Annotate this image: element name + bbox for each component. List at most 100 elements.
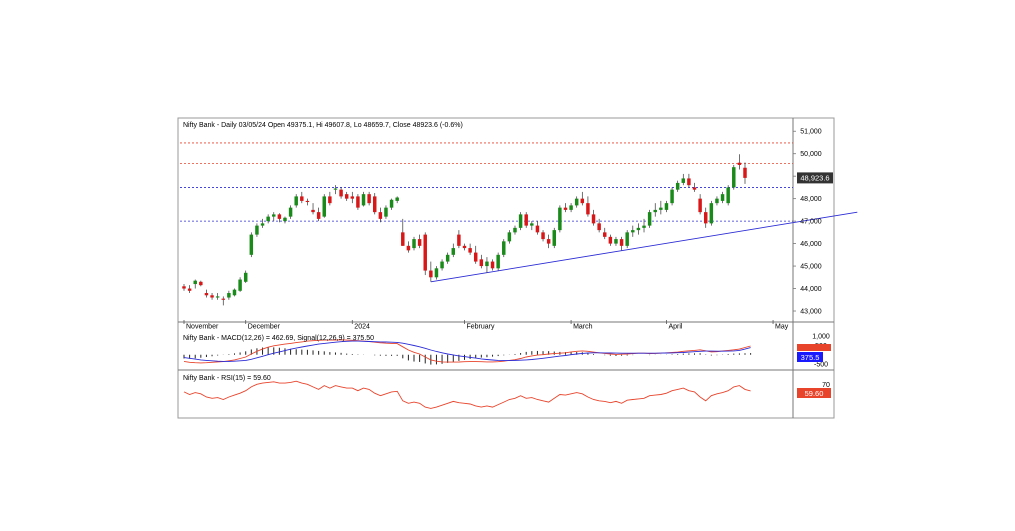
candle-body [462,245,467,249]
candle-body [210,295,214,298]
candle-body [574,198,579,206]
candle-body [322,196,326,217]
candle-body [687,178,691,186]
candle-body [266,216,270,222]
macd-panel: 1,0005000-500 Nifty Bank - MACD(12,26) =… [178,322,834,371]
candle-body [328,196,332,204]
candle-body [468,248,472,253]
candle-body [401,232,405,246]
candle-body [406,245,411,251]
price-candles [182,154,747,306]
candle-body [243,272,248,282]
rsi-line [183,380,751,409]
rsi-value-badge [797,388,831,398]
candle-body [215,296,220,298]
date-axis-labels: November December 2024 February March April Ma… [183,320,789,331]
candle-body [232,289,237,296]
candle-body [288,207,293,217]
macd-signal-line [183,340,751,362]
candle-body [670,189,674,204]
candle-body [300,196,304,201]
candle-body [395,197,399,201]
price-tick-label: 48,000 [800,196,822,203]
candle-body [311,209,315,213]
candle-body [524,214,528,226]
candle-body [260,223,265,226]
price-tick-label: 44,000 [800,286,822,293]
candle-body [423,234,427,271]
candle-body [356,196,360,208]
candle-body [350,196,355,199]
candle-body [507,232,512,242]
candle-body [726,187,730,204]
candle-body [659,207,663,210]
macd-lines [183,339,751,364]
candle-body [445,254,450,262]
candle-body [367,194,371,204]
candle-body [412,239,416,249]
date-tick-label: April [668,324,682,331]
candle-body [187,288,192,291]
price-trendline [430,211,858,283]
candle-body [283,217,287,222]
candle-body [715,198,719,204]
candle-body [473,252,478,262]
candle-body [373,196,377,213]
candle-body [238,279,242,291]
date-tick-label: December [248,324,281,331]
date-tick-label: 2024 [354,324,370,331]
candle-body [732,167,736,188]
candle-body [619,239,624,246]
candle-body [199,281,203,286]
candle-body [558,207,562,231]
macd-value-label: 375.5 [801,353,820,362]
rsi-axis-ticks: 70 [822,382,830,389]
last-price-badge [797,172,833,184]
rsi-value-label: 59.60 [805,389,824,398]
date-tick-label: May [775,324,789,331]
candle-body [642,225,646,228]
rsi-line-path [183,380,751,409]
candle-body [675,182,680,190]
candle-body [255,225,259,235]
price-tick-label: 45,000 [800,264,822,271]
price-tick-label: 47,000 [800,219,822,226]
price-tick-label: 51,000 [800,129,822,136]
candle-body [563,207,568,210]
candle-body [580,198,585,204]
candle-body [361,194,366,206]
macd-tick-label: 1,000 [812,333,830,340]
rsi-panel-title: Nifty Bank - RSI(15) = 59.60 [183,375,271,382]
candle-body [193,280,197,285]
macd-value-badge [797,352,823,362]
price-tick-label: 46,000 [800,241,822,248]
macd-panel-title: Nifty Bank - MACD(12,26) = 462.69, Signa… [183,335,374,342]
candle-body [490,261,495,269]
candle-body [535,225,540,233]
price-tick-label: 43,000 [800,309,822,316]
candle-body [541,232,545,240]
price-panel: 51,00050,00049,00048,00047,00046,00045,0… [178,118,858,331]
candle-body [485,261,489,267]
rsi-panel: 70 Nifty Bank - RSI(15) = 59.60 59.60 [183,370,831,418]
candle-body [227,293,231,298]
last-price-label: 48,923.6 [800,173,829,182]
candle-body [737,162,742,165]
date-tick-label: November [186,324,219,331]
chart-frame [177,117,835,419]
candle-body [709,203,714,224]
candle-body [417,239,422,246]
candle-body [703,212,708,224]
candle-body [378,212,383,219]
candle-body [546,239,551,244]
candle-body [305,200,310,203]
candle-body [681,178,686,183]
candle-body [294,196,298,206]
candle-body [664,203,669,210]
candle-body [451,248,456,255]
rsi-tick-label: 70 [822,382,830,389]
candle-body [479,259,484,267]
candle-body [603,232,607,237]
candle-body [333,188,338,190]
